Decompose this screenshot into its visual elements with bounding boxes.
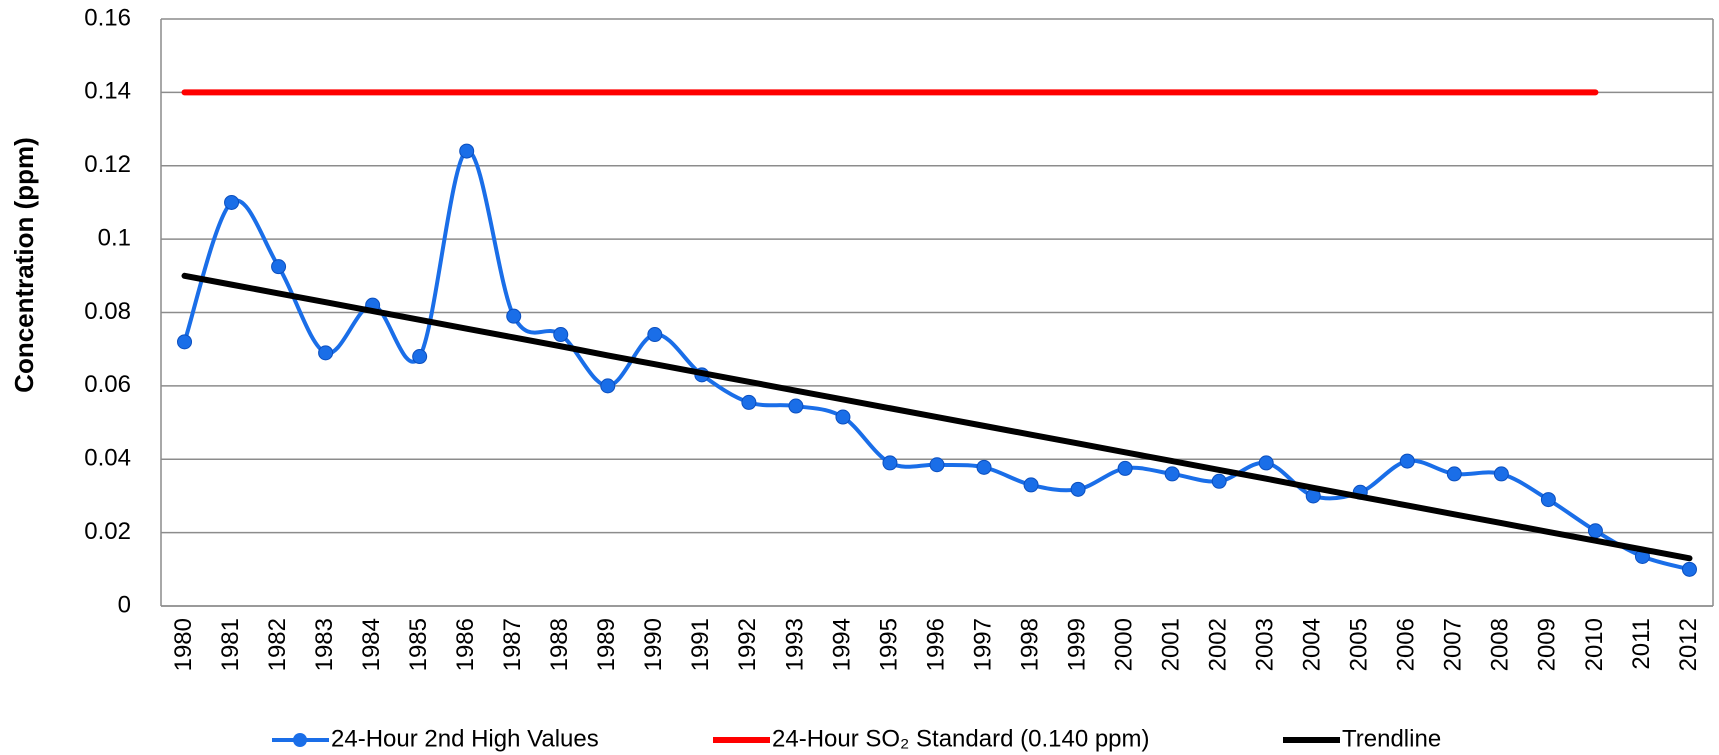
data-point bbox=[1211, 473, 1227, 489]
data-point bbox=[929, 457, 945, 473]
legend-marker bbox=[293, 733, 307, 747]
x-tick-label: 1994 bbox=[828, 618, 855, 671]
data-point bbox=[1399, 453, 1415, 469]
y-tick-label: 0.12 bbox=[84, 151, 131, 178]
x-tick-label: 2011 bbox=[1628, 618, 1655, 670]
x-tick-label: 1992 bbox=[734, 618, 761, 671]
x-tick-label: 1985 bbox=[405, 618, 432, 671]
data-point bbox=[1023, 477, 1039, 493]
y-tick-label: 0.06 bbox=[84, 371, 131, 398]
legend-label: 24-Hour SO₂ Standard (0.140 ppm) bbox=[772, 725, 1150, 752]
x-tick-label: 1980 bbox=[170, 618, 197, 671]
x-tick-label: 2004 bbox=[1299, 618, 1326, 671]
data-point bbox=[506, 308, 522, 324]
data-point bbox=[741, 394, 757, 410]
data-point bbox=[177, 334, 193, 350]
data-point bbox=[459, 143, 475, 159]
x-tick-label: 1997 bbox=[969, 618, 996, 671]
x-tick-label: 2002 bbox=[1205, 618, 1232, 671]
x-tick-label: 2007 bbox=[1440, 618, 1467, 671]
data-point bbox=[1117, 460, 1133, 476]
x-tick-label: 1981 bbox=[217, 618, 244, 671]
x-tick-label: 2008 bbox=[1487, 618, 1514, 671]
x-tick-label: 1990 bbox=[640, 618, 667, 671]
x-tick-label: 2000 bbox=[1110, 618, 1137, 671]
y-tick-label: 0 bbox=[118, 591, 131, 618]
data-point bbox=[835, 409, 851, 425]
y-tick-label: 0.14 bbox=[84, 78, 131, 105]
x-tick-label: 2006 bbox=[1393, 618, 1420, 671]
data-point bbox=[1587, 523, 1603, 539]
x-tick-label: 2005 bbox=[1346, 618, 1373, 671]
y-tick-label: 0.16 bbox=[84, 4, 131, 31]
y-tick-label: 0.04 bbox=[84, 445, 131, 472]
x-tick-label: 1995 bbox=[875, 618, 902, 671]
data-point bbox=[224, 194, 240, 210]
x-tick-label: 1996 bbox=[922, 618, 949, 671]
data-point bbox=[1164, 466, 1180, 482]
data-point bbox=[976, 459, 992, 475]
y-tick-label: 0.02 bbox=[84, 518, 131, 545]
data-point bbox=[1446, 466, 1462, 482]
data-point bbox=[882, 455, 898, 471]
x-tick-label: 1983 bbox=[311, 618, 338, 671]
x-tick-label: 1984 bbox=[358, 618, 385, 671]
data-point bbox=[553, 327, 569, 343]
data-point bbox=[318, 345, 334, 361]
x-tick-label: 2010 bbox=[1581, 618, 1608, 671]
x-tick-label: 1989 bbox=[593, 618, 620, 671]
y-tick-label: 0.1 bbox=[98, 224, 131, 251]
data-point bbox=[1070, 481, 1086, 497]
legend-label: Trendline bbox=[1342, 725, 1441, 752]
x-tick-label: 2009 bbox=[1534, 618, 1561, 671]
data-point bbox=[1258, 455, 1274, 471]
data-point bbox=[271, 259, 287, 275]
data-point bbox=[788, 398, 804, 414]
y-axis-label: Concentration (ppm) bbox=[9, 137, 39, 393]
x-tick-label: 1993 bbox=[781, 618, 808, 671]
data-point bbox=[1540, 492, 1556, 508]
series-line bbox=[181, 272, 1693, 562]
x-tick-label: 1991 bbox=[687, 618, 714, 671]
x-tick-label: 1982 bbox=[264, 618, 291, 671]
x-tick-label: 1987 bbox=[499, 618, 526, 671]
data-point bbox=[600, 378, 616, 394]
x-tick-label: 1999 bbox=[1063, 618, 1090, 671]
data-point bbox=[412, 349, 428, 365]
legend-label: 24-Hour 2nd High Values bbox=[331, 725, 599, 752]
x-tick-label: 2012 bbox=[1675, 618, 1702, 671]
data-point bbox=[1493, 466, 1509, 482]
series-line bbox=[182, 149, 1692, 572]
y-tick-label: 0.08 bbox=[84, 298, 131, 325]
data-point bbox=[1681, 561, 1697, 577]
data-point bbox=[647, 327, 663, 343]
x-tick-label: 1986 bbox=[452, 618, 479, 671]
x-tick-label: 1988 bbox=[546, 618, 573, 671]
x-tick-label: 2003 bbox=[1252, 618, 1279, 671]
x-tick-label: 2001 bbox=[1157, 618, 1184, 671]
x-tick-label: 1998 bbox=[1016, 618, 1043, 671]
